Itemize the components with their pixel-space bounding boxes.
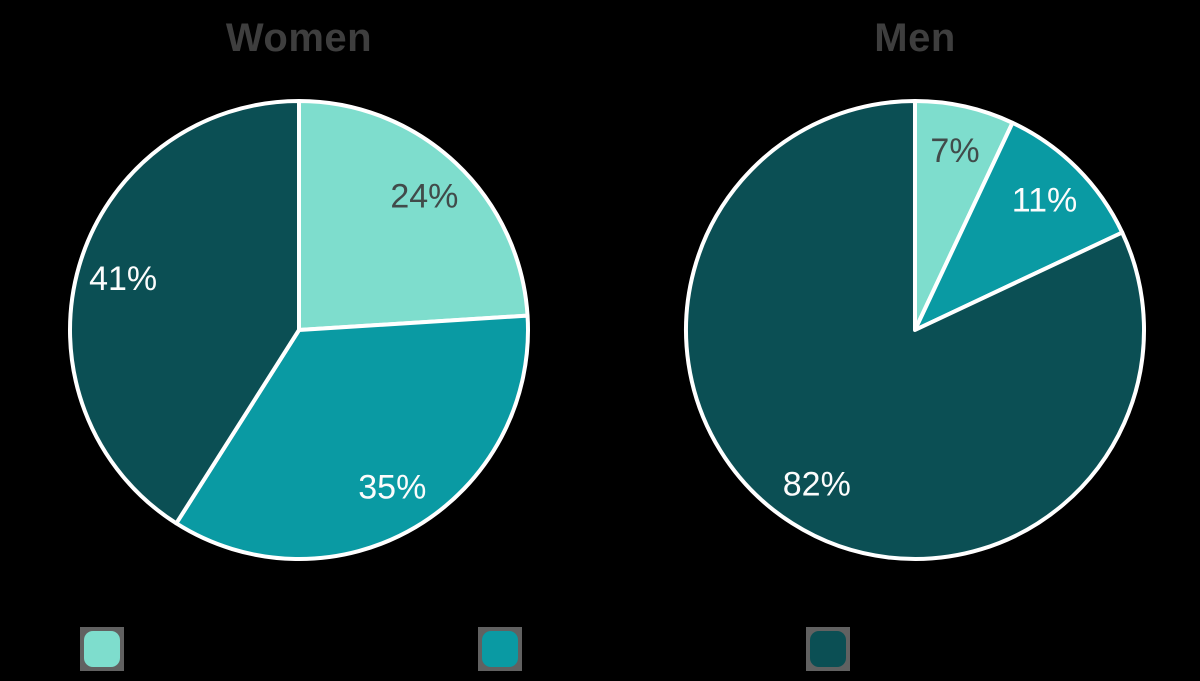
pie-slice (684, 99, 1147, 561)
legend-item-dark-teal (806, 627, 850, 671)
men-chart-group: Men 7% 11% 82% (682, 0, 1148, 681)
pie-slice (913, 120, 1125, 332)
men-chart-title: Men (874, 16, 956, 60)
slice-label: 11% (1012, 182, 1078, 220)
slice-label: 41% (89, 260, 157, 298)
pie-slice (297, 99, 530, 332)
pie-slice (174, 313, 530, 561)
women-pie-chart: 24% 35% 41% (68, 99, 530, 561)
slice-label: 7% (930, 132, 979, 170)
women-chart-group: Women 24% 35% 41% (66, 0, 532, 681)
legend-swatch-light-teal (84, 631, 120, 667)
slice-label: 24% (390, 178, 458, 216)
legend-item-light-teal (80, 627, 124, 671)
legend-swatch-dark-teal (810, 631, 846, 667)
men-pie-chart: 7% 11% 82% (684, 99, 1147, 561)
women-chart-title: Women (225, 16, 373, 60)
pie-slice (68, 99, 301, 526)
slice-label: 82% (783, 466, 851, 504)
legend (0, 627, 1200, 681)
slice-label: 35% (358, 469, 426, 507)
legend-item-medium-teal (478, 627, 522, 671)
legend-swatch-medium-teal (482, 631, 518, 667)
